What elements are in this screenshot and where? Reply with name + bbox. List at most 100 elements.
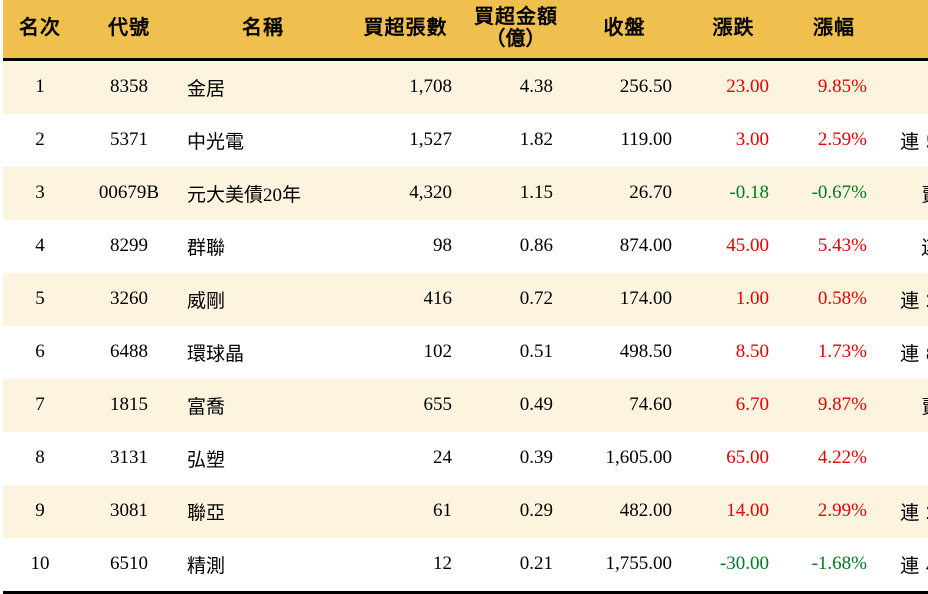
cell-code: 1815: [110, 394, 148, 416]
cell-percent-change: 9.87%: [817, 394, 867, 416]
cell-name: 環球晶: [187, 343, 245, 365]
cell-close: 498.50: [619, 341, 672, 363]
cell-streak: 賣 → 連 2 買: [885, 379, 928, 432]
cell-change: 45.00: [726, 235, 769, 257]
cell-name: 元大美債20年: [187, 184, 302, 206]
cell-name: 富喬: [187, 396, 226, 418]
cell-amount: 0.49: [519, 394, 553, 416]
cell-change: 65.00: [726, 447, 769, 469]
cell-percent-change: 9.85%: [817, 76, 867, 98]
cell-name: 聯亞: [187, 502, 226, 524]
cell-streak: 連 2 賣 → 連 4 買: [900, 290, 928, 312]
column-header-amount-line1: 買超金額: [474, 6, 558, 28]
table-row[interactable]: 8 3131 弘塑 24 0.39 1,605.00 65.00 4.22% 賣 → 買: [3, 431, 928, 485]
cell-percent-change: -1.68%: [783, 537, 885, 594]
cell-percent-change: 2.99%: [817, 500, 867, 522]
cell-close: 1,755.00: [565, 537, 684, 594]
column-header-amount-line2: （億）: [485, 28, 546, 51]
cell-name: 威剛: [187, 290, 226, 312]
cell-amount: 1.82: [519, 129, 553, 151]
cell-name: 弘塑: [187, 449, 226, 471]
table-row[interactable]: 7 1815 富喬 655 0.49 74.60 6.70 9.87% 賣 → 連 2 買: [3, 378, 928, 432]
cell-code: 6488: [110, 341, 148, 363]
cell-lots: 655: [423, 394, 453, 416]
cell-streak: 連 8 賣 → 連 2 買: [900, 343, 928, 365]
cell-amount: 0.21: [466, 537, 565, 594]
table-row[interactable]: 9 3081 聯亞 61 0.29 482.00 14.00 2.99% 連 2 賣 → 連 5…: [3, 484, 928, 538]
cell-change: 14.00: [726, 500, 769, 522]
cell-rank: 7: [35, 394, 45, 416]
cell-rank: 8: [35, 447, 45, 469]
cell-lots: 102: [423, 341, 453, 363]
table-row[interactable]: 5 3260 威剛 416 0.72 174.00 1.00 0.58% 連 2 賣 → 連 4…: [3, 272, 928, 326]
cell-name: 中光電: [187, 131, 245, 153]
table-row[interactable]: 6 6488 環球晶 102 0.51 498.50 8.50 1.73% 連 8 賣 → 連 …: [3, 325, 928, 379]
cell-streak: 連 5 賣 → 連 4 買: [900, 131, 928, 153]
cell-lots: 4,320: [409, 182, 452, 204]
column-header-close[interactable]: 收盤: [565, 0, 684, 61]
cell-close: 26.70: [629, 182, 672, 204]
cell-streak: 連 2 賣 → 買: [885, 220, 928, 273]
cell-code: 8299: [110, 235, 148, 257]
cell-percent-change: 4.22%: [817, 447, 867, 469]
table-row[interactable]: 2 5371 中光電 1,527 1.82 119.00 3.00 2.59% 連 5 賣 → …: [3, 113, 928, 167]
table-row[interactable]: 4 8299 群聯 98 0.86 874.00 45.00 5.43% 連 2 賣 → 買: [3, 219, 928, 273]
cell-rank: 2: [35, 129, 45, 151]
column-header-amount[interactable]: 買超金額 （億）: [466, 0, 565, 61]
cell-name: 金居: [187, 78, 226, 100]
table-row[interactable]: 3 00679B 元大美債20年 4,320 1.15 26.70 -0.18 -0.67% 賣…: [3, 166, 928, 220]
cell-code: 6510: [77, 537, 181, 594]
cell-percent-change: -0.67%: [811, 182, 867, 204]
cell-lots: 416: [423, 288, 453, 310]
cell-amount: 0.39: [519, 447, 553, 469]
cell-close: 174.00: [619, 288, 672, 310]
cell-lots: 24: [433, 447, 452, 469]
table-container: 名次 代號 名稱 買超張數 買超金額（億） 收盤 漲跌 漲幅 連買天數 1835…: [3, 0, 928, 594]
cell-rank: 10: [3, 537, 77, 594]
cell-percent-change: 5.43%: [817, 235, 867, 257]
column-header-lots[interactable]: 買超張數: [345, 0, 466, 61]
cell-close: 482.00: [619, 500, 672, 522]
cell-streak: 賣 → 買: [885, 432, 928, 485]
cell-close: 874.00: [619, 235, 672, 257]
cell-amount: 1.15: [519, 182, 553, 204]
column-header-name[interactable]: 名稱: [181, 0, 345, 61]
cell-close: 74.60: [629, 394, 672, 416]
cell-streak: 賣 → 買: [885, 59, 928, 114]
cell-name: 群聯: [187, 237, 226, 259]
column-header-pct[interactable]: 漲幅: [783, 0, 885, 61]
cell-lots: 98: [433, 235, 452, 257]
cell-percent-change: 0.58%: [817, 288, 867, 310]
cell-amount: 0.86: [519, 235, 553, 257]
cell-amount: 0.51: [519, 341, 553, 363]
column-header-change[interactable]: 漲跌: [684, 0, 783, 61]
cell-rank: 9: [35, 500, 45, 522]
table-row[interactable]: 1 8358 金居 1,708 4.38 256.50 23.00 9.85% 賣 → 買: [3, 59, 928, 114]
cell-name: 精測: [181, 537, 345, 594]
column-header-streak[interactable]: 連買天數: [885, 0, 928, 61]
cell-code: 5371: [110, 129, 148, 151]
cell-lots: 1,708: [409, 76, 452, 98]
cell-code: 3081: [110, 500, 148, 522]
cell-streak: 連 4 賣 → 連 5 買: [885, 537, 928, 594]
cell-percent-change: 1.73%: [817, 341, 867, 363]
cell-change: 3.00: [735, 129, 769, 151]
cell-close: 256.50: [619, 76, 672, 98]
header-row: 名次 代號 名稱 買超張數 買超金額（億） 收盤 漲跌 漲幅 連買天數: [3, 0, 928, 61]
cell-change: 1.00: [735, 288, 769, 310]
cell-percent-change: 2.59%: [817, 129, 867, 151]
cell-amount: 0.29: [519, 500, 553, 522]
column-header-code[interactable]: 代號: [77, 0, 181, 61]
cell-amount: 0.72: [519, 288, 553, 310]
cell-rank: 4: [35, 235, 45, 257]
cell-change: -30.00: [684, 537, 783, 594]
cell-close: 119.00: [620, 129, 672, 151]
cell-rank: 3: [35, 182, 45, 204]
cell-rank: 6: [35, 341, 45, 363]
cell-lots: 12: [345, 537, 466, 594]
cell-change: 23.00: [726, 76, 769, 98]
cell-amount: 4.38: [519, 76, 553, 98]
column-header-rank[interactable]: 名次: [3, 0, 77, 61]
